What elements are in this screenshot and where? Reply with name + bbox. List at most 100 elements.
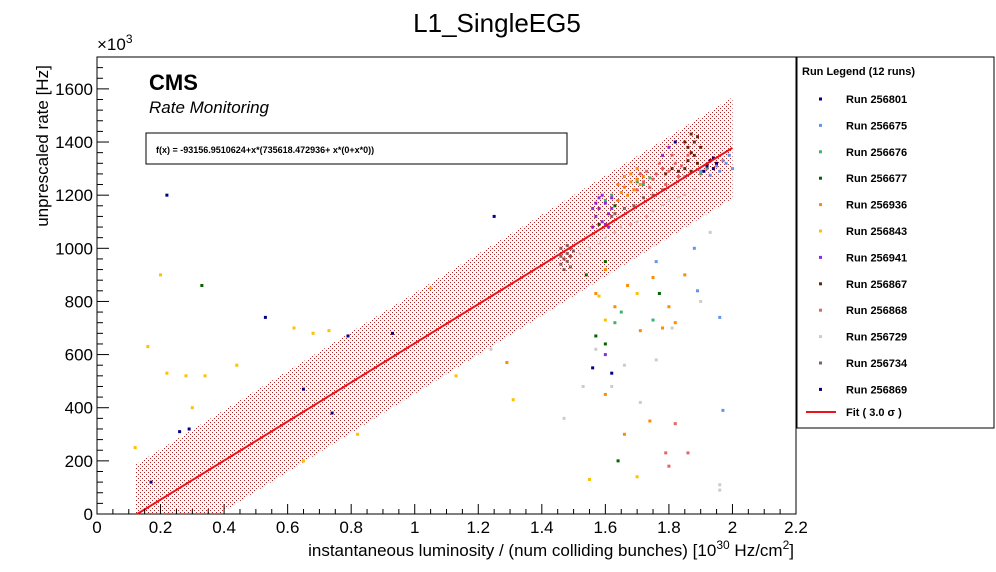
data-point	[635, 220, 639, 224]
legend-marker	[819, 229, 822, 233]
data-point	[718, 169, 722, 173]
data-point	[635, 167, 639, 171]
data-point	[641, 196, 645, 200]
legend-entry-label: Run 256729	[846, 332, 907, 344]
chart-title: L1_SingleEG5	[413, 8, 581, 38]
data-point	[641, 180, 645, 184]
y-tick-label: 1400	[55, 133, 93, 152]
data-point	[581, 384, 585, 388]
data-point	[187, 427, 191, 431]
data-point	[562, 268, 566, 272]
data-point	[629, 172, 633, 176]
data-point	[667, 198, 671, 202]
y-axis-label: unprescaled rate [Hz]	[33, 65, 52, 227]
data-point	[603, 318, 607, 322]
data-point	[661, 326, 665, 330]
data-point	[692, 140, 696, 144]
data-point	[146, 345, 150, 349]
data-point	[657, 291, 661, 295]
fit-formula: f(x) = -93156.9510624+x*(735618.472936+ …	[156, 145, 374, 155]
data-point	[648, 185, 652, 189]
data-point	[676, 175, 680, 179]
data-point	[645, 169, 649, 173]
data-point	[613, 230, 617, 234]
data-point	[610, 371, 614, 375]
data-point	[559, 254, 563, 258]
data-point	[641, 175, 645, 179]
fit-line-layer	[136, 146, 733, 515]
data-point	[597, 196, 601, 200]
data-point	[203, 374, 207, 378]
y-tick-label: 1600	[55, 80, 93, 99]
data-point	[654, 260, 658, 264]
data-point	[603, 222, 607, 226]
x-tick-label: 0.4	[212, 518, 236, 537]
data-point	[184, 374, 188, 378]
data-point	[711, 156, 715, 160]
data-point	[654, 172, 658, 176]
data-point	[641, 183, 645, 187]
data-point	[632, 204, 636, 208]
legend-marker	[819, 387, 822, 391]
data-point	[622, 206, 626, 210]
legend-entry-label: Run 256801	[846, 94, 907, 106]
legend-title: Run Legend (12 runs)	[802, 66, 915, 78]
legend-box	[796, 56, 995, 429]
data-point	[699, 169, 703, 173]
data-point	[692, 153, 696, 157]
data-point	[597, 222, 601, 226]
data-point	[667, 464, 671, 468]
y-tick-label: 600	[65, 346, 93, 365]
legend-entries: Run 256801 Run 256675 Run 256676 Run 256677…	[819, 94, 908, 396]
data-point	[619, 310, 623, 314]
data-point	[699, 145, 703, 149]
data-point	[587, 246, 591, 250]
data-point	[594, 291, 598, 295]
data-point	[683, 140, 687, 144]
legend-entry-label: Run 256936	[846, 200, 907, 212]
data-point	[591, 366, 595, 370]
data-point	[692, 246, 696, 250]
data-point	[708, 230, 712, 234]
data-point	[721, 159, 725, 163]
data-point	[356, 432, 360, 436]
data-point	[562, 257, 566, 261]
legend-entry-label: Run 256734	[846, 358, 908, 370]
data-point	[635, 291, 639, 295]
legend-marker	[819, 282, 822, 286]
data-point	[661, 204, 665, 208]
data-point	[302, 459, 306, 463]
data-point	[718, 483, 722, 487]
data-point	[489, 347, 493, 351]
data-point	[718, 315, 722, 319]
data-point	[594, 214, 598, 218]
legend-marker	[819, 255, 822, 259]
data-point	[626, 284, 630, 287]
data-point	[565, 260, 569, 264]
data-point	[686, 159, 690, 163]
data-point	[718, 488, 722, 492]
legend-fit-label: Fit ( 3.0 σ )	[846, 407, 902, 419]
data-point	[657, 161, 661, 165]
data-point	[578, 252, 582, 256]
data-point	[200, 284, 204, 287]
data-point	[597, 206, 601, 210]
data-point	[622, 175, 626, 179]
data-point	[616, 459, 620, 463]
data-point	[619, 225, 623, 229]
data-point	[648, 419, 652, 423]
data-point	[629, 180, 633, 184]
x-axis-label: instantaneous luminosity / (num collidin…	[308, 538, 794, 560]
data-point	[390, 331, 394, 335]
legend-marker	[819, 335, 822, 339]
fit-formula-box	[145, 132, 568, 165]
data-point	[699, 299, 703, 303]
data-point	[689, 132, 693, 136]
data-point	[600, 193, 604, 197]
data-point	[632, 188, 636, 192]
data-point	[591, 225, 595, 229]
data-point	[311, 331, 315, 335]
data-point	[559, 246, 563, 250]
x-tick-label: 1	[410, 518, 419, 537]
data-point	[562, 416, 566, 420]
